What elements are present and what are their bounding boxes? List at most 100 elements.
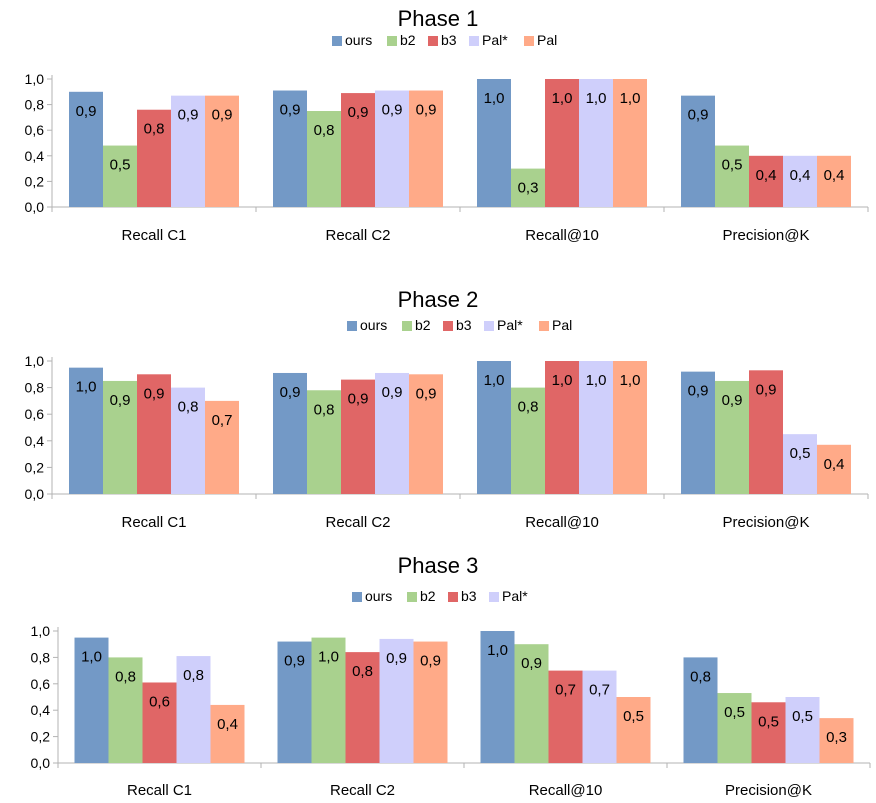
data-label: 0,9: [382, 384, 403, 401]
chart-title: Phase 1: [398, 6, 479, 31]
bar: [613, 79, 647, 207]
data-label: 1,0: [620, 372, 641, 389]
chart-legend: ours b2 b3 Pal*: [352, 588, 528, 604]
data-label: 0,9: [110, 392, 131, 409]
legend-swatch: [402, 321, 412, 331]
data-label: 0,8: [183, 667, 204, 684]
x-tick-label: Recall C2: [325, 227, 390, 244]
bar: [477, 79, 511, 207]
bar: [579, 79, 613, 207]
x-tick-label: Precision@K: [725, 782, 812, 799]
x-tick-label: Recall@10: [529, 782, 603, 799]
y-tick-label: 0,2: [31, 729, 51, 745]
bar: [749, 155, 783, 207]
bar: [717, 693, 752, 763]
bar: [103, 380, 137, 494]
y-tick-label: 0,2: [25, 173, 45, 189]
bar: [171, 387, 205, 494]
chart-1: Phase 1 ours b2 b3 Pal* Pal 0,0 0,2 0,4 0,6 0,8 1,0…: [25, 6, 869, 244]
bar: [277, 641, 312, 763]
y-tick-label: 0,6: [25, 122, 45, 138]
legend-swatch: [332, 36, 342, 46]
data-label: 1,0: [586, 372, 607, 389]
bar: [409, 374, 443, 494]
legend-swatch: [448, 592, 458, 602]
legend-label: ours: [365, 588, 392, 604]
data-label: 0,9: [348, 391, 369, 408]
legend-label: Pal*: [497, 317, 523, 333]
bar: [74, 637, 109, 763]
data-label: 0,8: [178, 399, 199, 416]
data-label: 1,0: [484, 372, 505, 389]
bar: [548, 670, 583, 763]
data-label: 0,9: [280, 102, 301, 119]
y-tick-label: 0,0: [31, 755, 51, 771]
legend-label: b3: [456, 317, 472, 333]
bar: [582, 670, 617, 763]
data-label: 0,8: [690, 668, 711, 685]
legend-swatch: [539, 321, 549, 331]
data-label: 0,9: [382, 102, 403, 119]
x-tick-label: Precision@K: [723, 514, 810, 531]
bar: [171, 95, 205, 207]
bar: [413, 641, 448, 763]
data-label: 1,0: [487, 642, 508, 659]
bar: [613, 361, 647, 494]
data-label: 0,5: [724, 704, 745, 721]
data-label: 0,7: [589, 682, 610, 699]
data-labels: 0,9 0,5 0,8 0,9 0,9 0,9 0,8 0,9 0,9 0,9 1,0 0,3 1,0 1…: [76, 90, 845, 197]
bar: [69, 91, 103, 207]
data-label: 1,0: [484, 90, 505, 107]
data-label: 1,0: [620, 90, 641, 107]
bar: [341, 379, 375, 494]
y-tick-label: 0,8: [31, 649, 51, 665]
legend-swatch: [352, 592, 362, 602]
data-label: 0,9: [76, 103, 97, 120]
data-label: 0,3: [826, 729, 847, 746]
bar: [783, 434, 817, 494]
y-tick-label: 0,6: [31, 676, 51, 692]
data-label: 0,8: [314, 122, 335, 139]
bar: [681, 371, 715, 494]
bar: [379, 638, 414, 763]
bar: [480, 631, 515, 763]
bar: [69, 367, 103, 494]
bar: [205, 95, 239, 207]
y-tick-label: 0,4: [25, 148, 45, 164]
y-tick-label: 0,4: [25, 433, 45, 449]
data-label: 0,9: [144, 385, 165, 402]
data-label: 0,7: [555, 682, 576, 699]
bar: [817, 155, 851, 207]
legend-swatch: [524, 36, 534, 46]
data-label: 0,9: [212, 107, 233, 124]
data-label: 0,9: [688, 383, 709, 400]
legend-swatch: [428, 36, 438, 46]
data-label: 0,5: [110, 157, 131, 174]
bar: [514, 644, 549, 763]
y-tick-label: 0,8: [25, 380, 45, 396]
legend-label: b3: [461, 588, 477, 604]
y-tick-label: 0,6: [25, 406, 45, 422]
data-label: 0,8: [352, 663, 373, 680]
y-tick-label: 0,2: [25, 459, 45, 475]
bar: [273, 372, 307, 494]
legend-label: Pal*: [482, 32, 508, 48]
legend-label: Pal: [537, 32, 557, 48]
y-tick-label: 0,4: [31, 702, 51, 718]
legend-label: b2: [415, 317, 431, 333]
data-label: 0,7: [212, 412, 233, 429]
x-tick-label: Recall C2: [330, 782, 395, 799]
bar: [511, 168, 545, 207]
bar: [477, 361, 511, 494]
data-label: 0,5: [722, 157, 743, 174]
x-tick-label: Recall C2: [325, 514, 390, 531]
data-label: 0,8: [115, 668, 136, 685]
bar: [783, 155, 817, 207]
data-label: 1,0: [586, 90, 607, 107]
data-label: 0,9: [416, 385, 437, 402]
bar: [545, 79, 579, 207]
data-label: 0,5: [758, 713, 779, 730]
bar: [103, 145, 137, 207]
